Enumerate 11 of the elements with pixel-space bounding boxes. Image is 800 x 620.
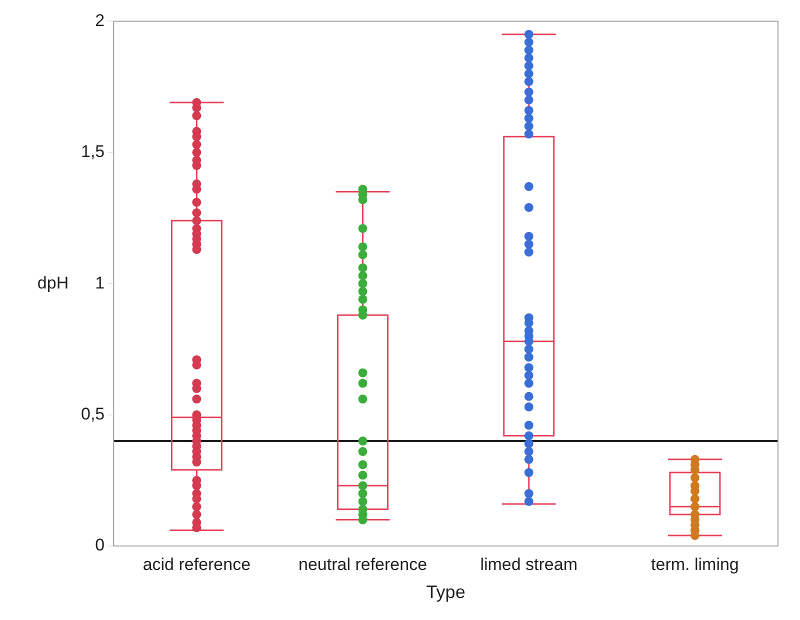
y-axis-title: dpH	[37, 273, 69, 292]
x-tick-label: term. liming	[651, 554, 739, 574]
y-tick-label: 1	[95, 273, 105, 292]
x-tick-label: limed stream	[480, 554, 578, 574]
x-axis-title: Type	[426, 582, 466, 602]
y-tick-label: 0	[95, 536, 105, 555]
y-tick-label: 1,5	[80, 142, 105, 162]
y-tick-label: 2	[95, 10, 105, 30]
x-tick-label: neutral reference	[298, 554, 428, 574]
y-tick-label: 0,5	[80, 404, 105, 424]
x-tick-label: acid reference	[142, 554, 251, 574]
